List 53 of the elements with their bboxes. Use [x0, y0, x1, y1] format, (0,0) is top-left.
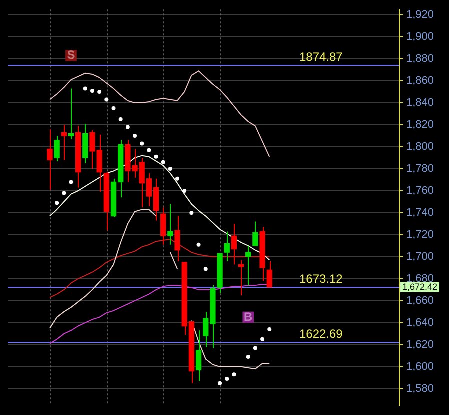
y-tick-label: 1,740 — [406, 207, 434, 220]
point — [62, 191, 66, 196]
point — [140, 142, 144, 146]
y-tick-label: 1,760 — [406, 185, 434, 198]
point — [246, 355, 250, 360]
point — [168, 167, 172, 172]
point — [83, 86, 88, 91]
y-tick-label: 1,840 — [406, 97, 434, 110]
point — [90, 88, 94, 93]
y-tick-label: 1,700 — [406, 251, 434, 264]
point — [133, 134, 138, 138]
point — [190, 210, 194, 215]
point — [268, 328, 272, 332]
point — [204, 267, 208, 272]
point — [161, 160, 166, 164]
ref-line-label: 1622.69 — [299, 326, 344, 341]
point — [55, 201, 60, 206]
text: 1,672.42 — [402, 282, 438, 292]
point — [225, 377, 230, 382]
point — [218, 381, 222, 386]
y-tick-label: 1,820 — [406, 119, 434, 132]
point — [182, 189, 187, 194]
point — [147, 148, 152, 152]
y-tick-label: 1,860 — [406, 75, 434, 88]
point — [260, 337, 265, 342]
ref-line-label: 1874.87 — [299, 50, 344, 64]
y-tick-label: 1,900 — [406, 31, 434, 44]
y-tick-label: 1,780 — [406, 163, 434, 176]
point — [232, 372, 236, 377]
point — [196, 242, 201, 247]
y-tick-label: 1,600 — [406, 360, 434, 373]
point — [253, 346, 258, 350]
candlestick — [54, 136, 60, 162]
y-tick-label: 1,640 — [406, 316, 434, 329]
y-tick-label: 1,880 — [406, 53, 434, 66]
point — [154, 154, 158, 159]
candlestick — [252, 221, 258, 246]
point — [112, 106, 116, 111]
y-tick-label: 1,920 — [406, 9, 434, 22]
point — [69, 180, 74, 184]
data-label: S — [67, 48, 76, 62]
point — [104, 98, 109, 102]
y-tick-label: 1,800 — [406, 141, 434, 154]
point — [98, 90, 102, 94]
point — [176, 176, 180, 181]
y-tick-label: 1,660 — [406, 294, 434, 307]
y-tick-label: 1,580 — [406, 382, 434, 395]
ref-line-label: 1673.12 — [299, 272, 344, 286]
point — [118, 118, 123, 122]
data-label: B — [244, 310, 254, 324]
point — [126, 125, 130, 130]
y-tick-label: 1,720 — [406, 229, 434, 242]
y-tick-label: 1,620 — [406, 338, 434, 351]
